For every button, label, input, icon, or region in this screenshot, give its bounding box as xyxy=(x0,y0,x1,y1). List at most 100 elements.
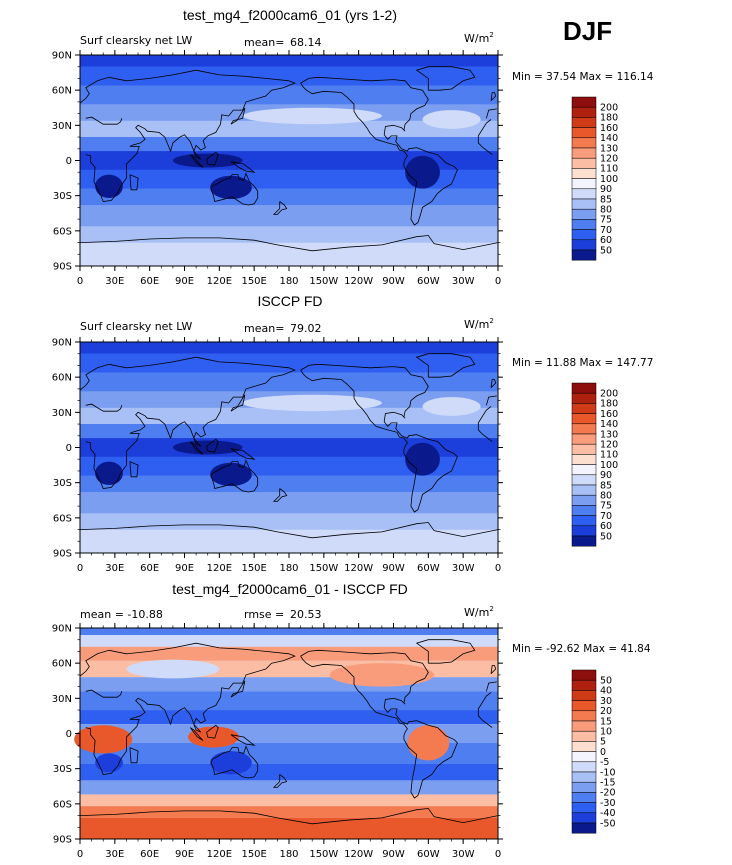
y-tick-label: 60N xyxy=(52,373,72,384)
mean-value: 68.14 xyxy=(290,36,322,49)
colorbar-label: 130 xyxy=(600,429,618,440)
colorbar-swatch xyxy=(571,198,597,210)
colorbar-label: 20 xyxy=(600,706,612,717)
x-tick-label: 120W xyxy=(344,563,373,574)
colorbar-label: 160 xyxy=(600,409,618,420)
colorbar-swatch xyxy=(571,751,597,763)
colorbar-label: 80 xyxy=(600,205,612,216)
x-tick-label: 30W xyxy=(452,563,475,574)
colorbar-label: 160 xyxy=(600,123,618,134)
x-tick-label: 90W xyxy=(382,563,405,574)
x-tick-label: 150W xyxy=(309,276,338,287)
colorbar-label: 75 xyxy=(600,215,612,226)
colorbar-label: 110 xyxy=(600,450,618,461)
mean-label: mean= xyxy=(244,36,284,49)
units-label: W/m2 xyxy=(464,31,494,45)
colorbar-swatch xyxy=(571,505,597,516)
season-label: DJF xyxy=(563,16,612,46)
mean-label: mean = -10.88 xyxy=(80,608,163,621)
colorbar-label: -20 xyxy=(600,788,616,799)
colorbar-swatch xyxy=(571,525,597,537)
colorbar-swatch xyxy=(571,700,597,712)
colorbar-label: 60 xyxy=(600,521,612,532)
y-tick-label: 0 xyxy=(66,443,72,454)
colorbar-swatch xyxy=(571,168,597,179)
x-tick-label: 90W xyxy=(382,849,405,860)
coastlines xyxy=(79,66,499,252)
colorbar-swatch xyxy=(571,443,597,455)
colorbar-swatch xyxy=(571,423,597,435)
y-tick-label: 60S xyxy=(53,799,72,810)
colorbar-swatch xyxy=(571,771,597,783)
y-tick-label: 30N xyxy=(52,694,72,705)
colorbar-label: 180 xyxy=(600,113,618,124)
x-tick-label: 0 xyxy=(77,276,83,287)
map-panel: 0 30E 60E 90E 120E 150E 180 150W 120W 90W 60W 30W 09… xyxy=(52,50,503,287)
colorbar-swatch xyxy=(571,679,597,691)
colorbar-swatch xyxy=(571,474,597,486)
x-tick-label: 180 xyxy=(279,563,298,574)
x-tick-label: 90W xyxy=(382,276,405,287)
axes: 0 30E 60E 90E 120E 150E 180 150W 120W 90W 60W 30W 09… xyxy=(52,623,503,860)
colorbar-swatch xyxy=(571,147,597,159)
x-tick-label: 30W xyxy=(452,849,475,860)
colorbar-swatch xyxy=(571,433,597,445)
y-tick-label: 90N xyxy=(52,624,72,635)
colorbar-swatch xyxy=(571,96,597,108)
y-tick-label: 0 xyxy=(66,729,72,740)
colorbar-swatch xyxy=(571,382,597,394)
x-tick-label: 0 xyxy=(495,563,501,574)
heatmap-field xyxy=(80,55,498,266)
map-panel: 0 30E 60E 90E 120E 150E 180 150W 120W 90W 60W 30W 09… xyxy=(52,623,503,860)
colorbar-label: 60 xyxy=(600,235,612,246)
rmse-label: rmse = xyxy=(244,608,284,621)
colorbar-label: 90 xyxy=(600,470,612,481)
colorbar-label: 140 xyxy=(600,419,618,430)
x-tick-label: 150E xyxy=(241,849,266,860)
x-tick-label: 60W xyxy=(417,563,440,574)
colorbar-swatch xyxy=(571,454,597,465)
colorbar-swatch xyxy=(571,392,597,404)
variable-label: Surf clearsky net LW xyxy=(80,34,192,47)
x-tick-label: 120E xyxy=(207,276,232,287)
panel-title: test_mg4_f2000cam6_01 - ISCCP FD xyxy=(172,581,408,597)
min-max-label: Min = 11.88 Max = 147.77 xyxy=(512,357,653,369)
heatmap-field xyxy=(80,342,498,553)
x-tick-label: 180 xyxy=(279,276,298,287)
colorbar-label: 70 xyxy=(600,511,612,522)
x-tick-label: 90E xyxy=(175,563,194,574)
y-tick-label: 60S xyxy=(53,226,72,237)
colorbar-label: 0 xyxy=(600,747,606,758)
colorbar-label: 70 xyxy=(600,225,612,236)
y-tick-label: 60N xyxy=(52,659,72,670)
colorbar-label: 50 xyxy=(600,676,612,687)
colorbar-swatch xyxy=(571,802,597,814)
y-tick-label: 30N xyxy=(52,121,72,132)
panel-observations: ISCCP FD Surf clearsky net LW mean= 79.0… xyxy=(52,293,654,574)
y-tick-label: 60N xyxy=(52,86,72,97)
colorbar-label: 80 xyxy=(600,491,612,502)
colorbar-swatch xyxy=(571,178,597,190)
colorbar-label: 120 xyxy=(600,440,618,451)
y-tick-label: 0 xyxy=(66,156,72,167)
colorbar-swatch xyxy=(571,208,597,220)
colorbar-swatch xyxy=(571,710,597,722)
x-tick-label: 120W xyxy=(344,849,373,860)
x-tick-label: 120E xyxy=(207,849,232,860)
colorbar-label: -15 xyxy=(600,778,616,789)
x-tick-label: 60E xyxy=(140,276,159,287)
mean-label: mean= xyxy=(244,322,284,335)
rmse-value: 20.53 xyxy=(290,608,322,621)
colorbar-swatch xyxy=(571,157,597,169)
panel-model: test_mg4_f2000cam6_01 (yrs 1-2) Surf cle… xyxy=(52,7,654,287)
y-tick-label: 90S xyxy=(53,549,72,560)
colorbar-swatch xyxy=(571,464,597,476)
min-max-label: Min = 37.54 Max = 116.14 xyxy=(512,71,654,83)
colorbar-label: 15 xyxy=(600,716,612,727)
colorbar-swatch xyxy=(571,188,597,200)
colorbar-swatch xyxy=(571,494,597,506)
colorbar-swatch xyxy=(571,484,597,496)
colorbar-swatch xyxy=(571,761,597,773)
panel-title: test_mg4_f2000cam6_01 (yrs 1-2) xyxy=(183,7,397,23)
